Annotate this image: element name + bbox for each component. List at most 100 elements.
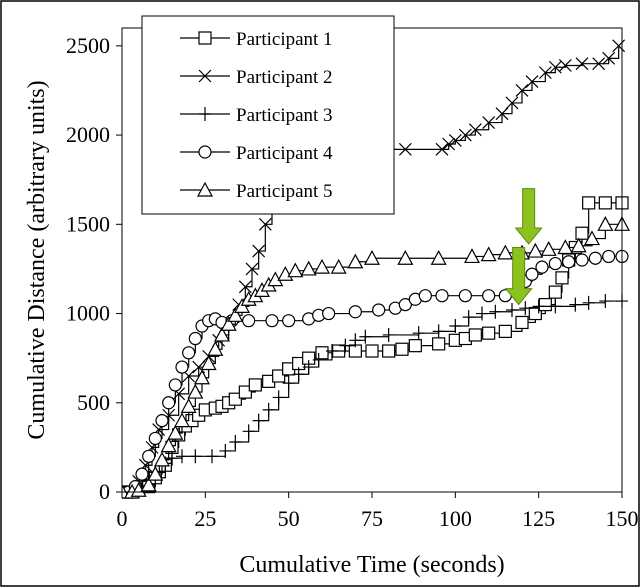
- data-point: [238, 280, 252, 294]
- data-point: [313, 258, 331, 274]
- data-point: [189, 449, 202, 464]
- data-point: [292, 367, 305, 382]
- legend: Participant 1 Participant 2 Participant 3 P…: [141, 15, 395, 215]
- data-point: [258, 217, 272, 231]
- data-point: [322, 306, 336, 321]
- data-point: [482, 326, 496, 340]
- data-point: [176, 449, 188, 464]
- data-point: [449, 319, 462, 334]
- data-point: [497, 244, 514, 260]
- data-point: [282, 314, 296, 328]
- data-point: [219, 443, 232, 458]
- data-point: [173, 412, 191, 428]
- data-point: [193, 369, 211, 385]
- y-tick-label: 2500: [66, 33, 110, 58]
- data-point: [200, 355, 217, 371]
- data-point: [398, 142, 412, 156]
- data-point: [525, 267, 539, 281]
- legend-marker: [196, 181, 214, 197]
- data-point: [162, 396, 176, 410]
- data-point: [468, 123, 482, 137]
- y-axis-label: Cumulative Distance (arbitrary units): [24, 80, 50, 439]
- data-point: [140, 476, 157, 492]
- data-point: [525, 75, 539, 88]
- legend-entry: Participant 5: [180, 181, 333, 202]
- x-tick-label: 100: [439, 506, 472, 531]
- data-point: [515, 315, 529, 330]
- legend-entry: Participant 2: [180, 67, 333, 88]
- x-tick-label: 75: [361, 506, 383, 531]
- data-point: [282, 376, 295, 391]
- data-point: [142, 449, 156, 463]
- data-point: [482, 116, 496, 130]
- data-point: [363, 249, 381, 265]
- data-point: [242, 314, 256, 328]
- data-point: [489, 304, 502, 319]
- data-point: [476, 306, 488, 321]
- data-point: [229, 435, 242, 450]
- x-tick-label: 50: [278, 506, 300, 531]
- data-point: [365, 344, 379, 358]
- data-point: [538, 298, 552, 312]
- data-point: [575, 253, 589, 267]
- data-point: [155, 414, 169, 428]
- x-tick-label: 150: [606, 506, 639, 531]
- data-point: [462, 310, 475, 325]
- data-point: [418, 289, 432, 303]
- axes: 0 500 1000 1500 2000 2500 0 25 50 75 100 125 150: [66, 27, 639, 531]
- y-tick-label: 2000: [66, 122, 110, 147]
- data-point: [382, 327, 395, 342]
- y-tick-label: 0: [99, 479, 110, 504]
- legend-label: Participant 5: [236, 181, 333, 202]
- data-point: [168, 378, 182, 392]
- data-point: [147, 465, 164, 481]
- legend-entry: Participant 1: [180, 29, 333, 50]
- data-point: [482, 289, 496, 303]
- data-point: [265, 314, 279, 328]
- data-point: [570, 237, 587, 253]
- legend-label: Participant 4: [236, 143, 333, 164]
- annotations: [504, 188, 543, 306]
- data-point: [463, 248, 481, 264]
- plot-area: [122, 39, 631, 499]
- data-point: [562, 255, 576, 269]
- data-point: [272, 369, 286, 383]
- data-point: [588, 251, 602, 265]
- legend-marker: [199, 107, 211, 121]
- data-point: [188, 331, 202, 346]
- data-point: [557, 239, 574, 255]
- data-point: [382, 344, 396, 358]
- x-tick-label: 0: [117, 506, 128, 531]
- data-point: [272, 390, 285, 405]
- data-point: [430, 249, 447, 265]
- data-point: [182, 346, 196, 360]
- data-point: [312, 352, 325, 367]
- data-point: [228, 392, 242, 406]
- data-point: [458, 128, 472, 142]
- x-tick-label: 25: [194, 506, 216, 531]
- data-point: [515, 84, 529, 97]
- data-point: [558, 59, 572, 72]
- data-point: [442, 137, 456, 151]
- data-point: [612, 39, 626, 53]
- data-point: [505, 96, 519, 110]
- data-point: [480, 246, 497, 262]
- data-point: [599, 294, 612, 309]
- data-point: [206, 449, 218, 464]
- data-point: [498, 324, 512, 338]
- data-point: [398, 298, 412, 312]
- data-point: [160, 437, 177, 453]
- data-point: [330, 258, 347, 274]
- data-point: [227, 307, 244, 322]
- data-point: [262, 402, 275, 417]
- data-point: [166, 451, 178, 466]
- data-point: [397, 249, 414, 265]
- data-point: [175, 360, 189, 374]
- data-point: [242, 424, 255, 439]
- data-point: [432, 337, 446, 351]
- data-point: [582, 295, 595, 310]
- data-point: [359, 329, 372, 344]
- data-point: [548, 285, 562, 299]
- data-point: [347, 253, 364, 269]
